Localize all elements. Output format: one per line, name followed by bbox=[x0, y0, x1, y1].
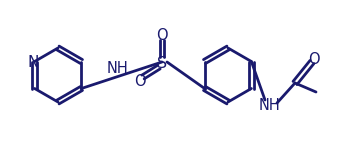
Text: NH: NH bbox=[258, 97, 280, 113]
Text: S: S bbox=[157, 56, 167, 70]
Text: O: O bbox=[156, 27, 168, 42]
Text: NH: NH bbox=[107, 61, 128, 76]
Text: O: O bbox=[308, 51, 320, 67]
Text: N: N bbox=[28, 55, 39, 70]
Text: O: O bbox=[134, 74, 146, 90]
